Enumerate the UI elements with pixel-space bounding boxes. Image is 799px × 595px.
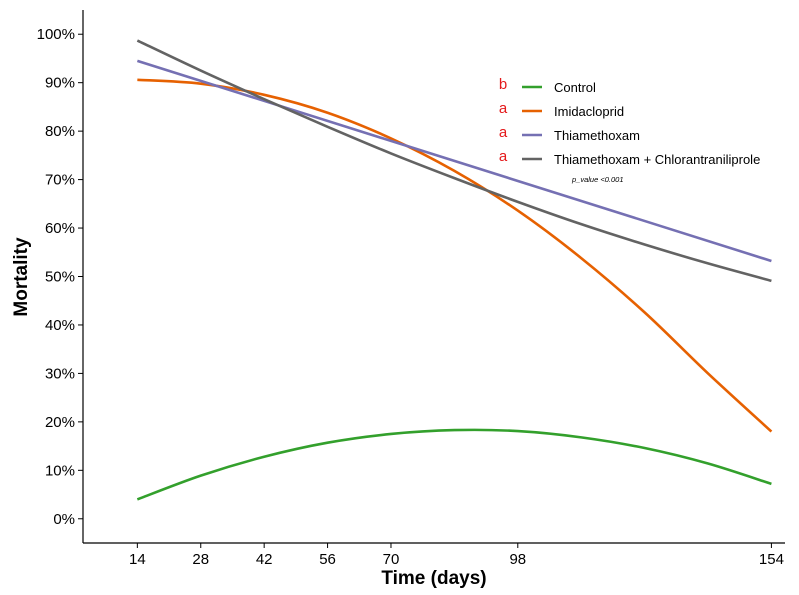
x-tick-label: 42 [256, 551, 273, 568]
x-tick-label: 28 [192, 551, 209, 568]
series-line-thiamethoxam [136, 59, 772, 263]
y-tick-label: 0% [53, 511, 75, 528]
x-tick-label: 14 [129, 551, 146, 568]
series-line-imidacloprid [137, 78, 773, 433]
y-tick-label: 80% [45, 123, 75, 140]
x-tick-label: 70 [383, 551, 400, 568]
legend-significance-letter: b [499, 76, 507, 93]
x-tick-label: 56 [319, 551, 336, 568]
x-axis-title: Time (days) [381, 568, 486, 589]
y-ticks: 0% 10% 20% 30% 40% 50% 60% 70% 80% 90% 100% [37, 26, 83, 528]
legend-significance-letter: a [499, 148, 508, 165]
x-ticks: 14 28 42 56 70 98 154 [129, 543, 784, 568]
axes [82, 10, 785, 544]
legend-significance-letter: a [499, 124, 508, 141]
legend-label: Imidacloprid [554, 104, 624, 119]
legend-label: Control [554, 80, 596, 95]
y-tick-label: 90% [45, 75, 75, 92]
series-lines [136, 39, 773, 501]
series-line-thiamethoxam-chlorantraniliprole [136, 39, 772, 283]
y-tick-label: 40% [45, 317, 75, 334]
y-tick-label: 10% [45, 462, 75, 479]
y-tick-label: 60% [45, 220, 75, 237]
legend: b Control a Imidacloprid a Thiamethoxam a Thiam… [499, 76, 760, 167]
y-axis-title: Mortality [11, 237, 32, 317]
legend-label: Thiamethoxam [554, 128, 640, 143]
p-value-annotation: p_value <0.001 [571, 175, 624, 184]
legend-label: Thiamethoxam + Chlorantraniliprole [554, 152, 760, 167]
y-tick-label: 100% [37, 26, 75, 43]
y-tick-label: 70% [45, 172, 75, 189]
x-tick-label: 154 [759, 551, 784, 568]
x-tick-label: 98 [509, 551, 526, 568]
y-tick-label: 20% [45, 414, 75, 431]
y-tick-label: 50% [45, 269, 75, 286]
legend-significance-letter: a [499, 100, 508, 117]
series-line-control [136, 428, 772, 501]
y-tick-label: 30% [45, 365, 75, 382]
